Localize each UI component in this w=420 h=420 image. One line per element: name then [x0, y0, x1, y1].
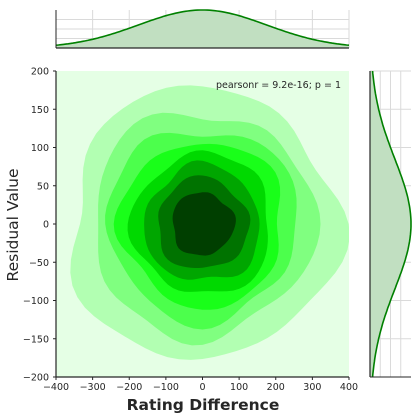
y-tick-label: −150 — [23, 334, 49, 345]
y-tick-label: −200 — [23, 373, 49, 384]
y-axis-title: Residual Value — [4, 169, 22, 282]
y-tick-label: 50 — [37, 181, 49, 192]
y-axis-ticks: −200 −150 −100 −50 0 50 100 150 200 — [23, 67, 56, 384]
x-axis-ticks: −400 −300 −200 −100 0 100 200 300 400 — [43, 377, 358, 393]
marginal-x-panel — [55, 9, 350, 49]
marginal-x-fill — [56, 10, 349, 48]
x-tick-label: −300 — [80, 382, 106, 393]
y-tick-label: −100 — [23, 296, 49, 307]
y-tick-label: 150 — [31, 105, 49, 116]
x-axis-title: Rating Difference — [127, 396, 280, 414]
marginal-y-panel — [369, 70, 412, 378]
y-tick-label: 100 — [31, 143, 49, 154]
x-tick-label: −100 — [153, 382, 179, 393]
pearson-annotation: pearsonr = 9.2e-16; p = 1 — [216, 80, 341, 91]
marginal-x-curve — [55, 9, 350, 46]
joint-density-panel — [55, 71, 349, 378]
x-tick-label: 0 — [199, 382, 205, 393]
x-tick-label: 100 — [230, 382, 248, 393]
y-tick-label: −50 — [29, 258, 49, 269]
marginal-y-fill — [370, 71, 411, 377]
x-tick-label: −400 — [43, 382, 69, 393]
x-tick-label: 400 — [340, 382, 358, 393]
x-tick-label: 300 — [303, 382, 321, 393]
density-level-8 — [172, 192, 236, 256]
x-tick-label: 200 — [267, 382, 285, 393]
x-tick-label: −200 — [116, 382, 142, 393]
marginal-y-curve — [371, 70, 412, 378]
y-tick-label: 200 — [31, 67, 49, 78]
y-tick-label: 0 — [43, 220, 49, 231]
